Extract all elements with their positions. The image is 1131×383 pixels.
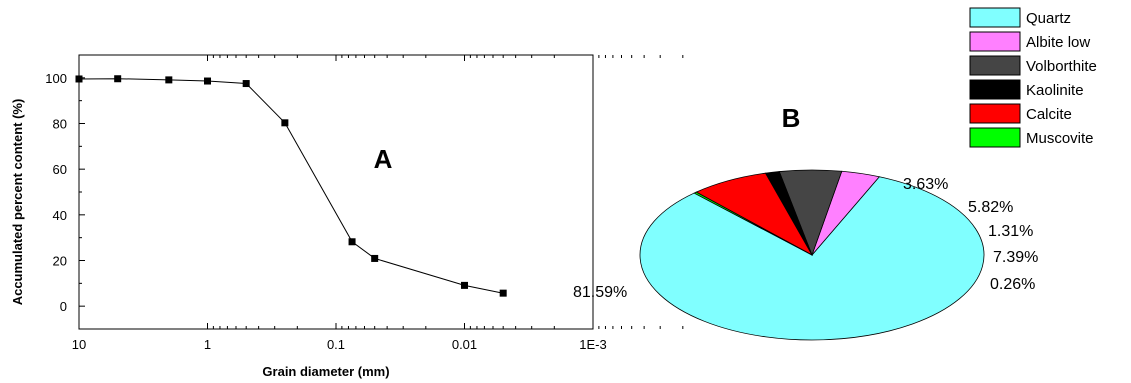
pie-percent-label: 1.31%: [988, 223, 1033, 240]
legend-label: Calcite: [1026, 106, 1072, 123]
y-tick-label: 0: [60, 299, 67, 314]
x-tick-label: 0.1: [327, 337, 345, 352]
series-line: [78, 78, 504, 294]
pie-percent-label: 5.82%: [968, 199, 1013, 216]
legend-label: Albite low: [1026, 34, 1090, 51]
pie-percent-label: 0.26%: [990, 276, 1035, 293]
line-chart-panel: 10 1 0.1 0.01 1E-3 0 20 40 60 80 100 Grain diamet…: [10, 54, 684, 379]
x-tick-label: 10: [72, 337, 86, 352]
y-axis-ticks: 0 20 40 60 80 100: [45, 54, 85, 330]
data-point-marker: [114, 75, 122, 83]
series-markers: [75, 75, 507, 297]
legend-swatch: [969, 31, 1021, 52]
panel-label-b: B: [782, 103, 801, 133]
pie-legend: Quartz Albite low Volborthite Kaolinite Calc…: [969, 7, 1097, 148]
legend-label: Kaolinite: [1026, 82, 1084, 99]
y-tick-label: 60: [53, 162, 67, 177]
data-point-marker: [371, 254, 379, 262]
pie-slice-muscovite: [693, 191, 813, 256]
x-tick-label: 0.01: [452, 337, 477, 352]
data-point-marker: [242, 80, 250, 88]
plot-frame: [78, 54, 594, 330]
x-axis-title: Grain diameter (mm): [262, 364, 389, 379]
data-point-marker: [348, 238, 356, 246]
pie-percent-label: 3.63%: [903, 176, 948, 193]
y-tick-label: 100: [45, 71, 67, 86]
data-point-marker: [499, 289, 507, 297]
pie-chart-panel: 81.59% 3.63% 5.82% 1.31% 7.39% 0.26% Quartz Al…: [573, 7, 1097, 341]
x-tick-label: 1E-3: [579, 337, 606, 352]
pie-percent-label: 81.59%: [573, 284, 627, 301]
legend-swatch: [969, 103, 1021, 124]
y-tick-label: 80: [53, 117, 67, 132]
data-point-marker: [461, 281, 468, 289]
panel-label-a: A: [374, 144, 393, 174]
y-axis-title: Accumulated percent content (%): [10, 99, 25, 306]
data-point-marker: [165, 76, 173, 84]
legend-swatch: [969, 55, 1021, 76]
legend-label: Quartz: [1026, 10, 1071, 27]
legend-swatch: [969, 79, 1021, 100]
data-point-marker: [204, 77, 211, 85]
legend-swatch: [969, 127, 1021, 148]
legend-label: Volborthite: [1026, 58, 1097, 75]
legend-label: Muscovite: [1026, 130, 1094, 147]
pie-percent-label: 7.39%: [993, 249, 1038, 266]
x-tick-label: 1: [204, 337, 211, 352]
data-point-marker: [281, 119, 289, 127]
legend-swatch: [969, 7, 1021, 28]
data-point-marker: [75, 75, 83, 83]
y-tick-label: 40: [53, 208, 67, 223]
x-axis-ticks: 10 1 0.1 0.01 1E-3: [72, 55, 684, 352]
pie-slice-quartz: [639, 176, 985, 341]
pie-percent-labels: 81.59% 3.63% 5.82% 1.31% 7.39% 0.26%: [573, 176, 1038, 301]
y-tick-label: 20: [53, 254, 67, 269]
pie-slices: [639, 169, 985, 341]
